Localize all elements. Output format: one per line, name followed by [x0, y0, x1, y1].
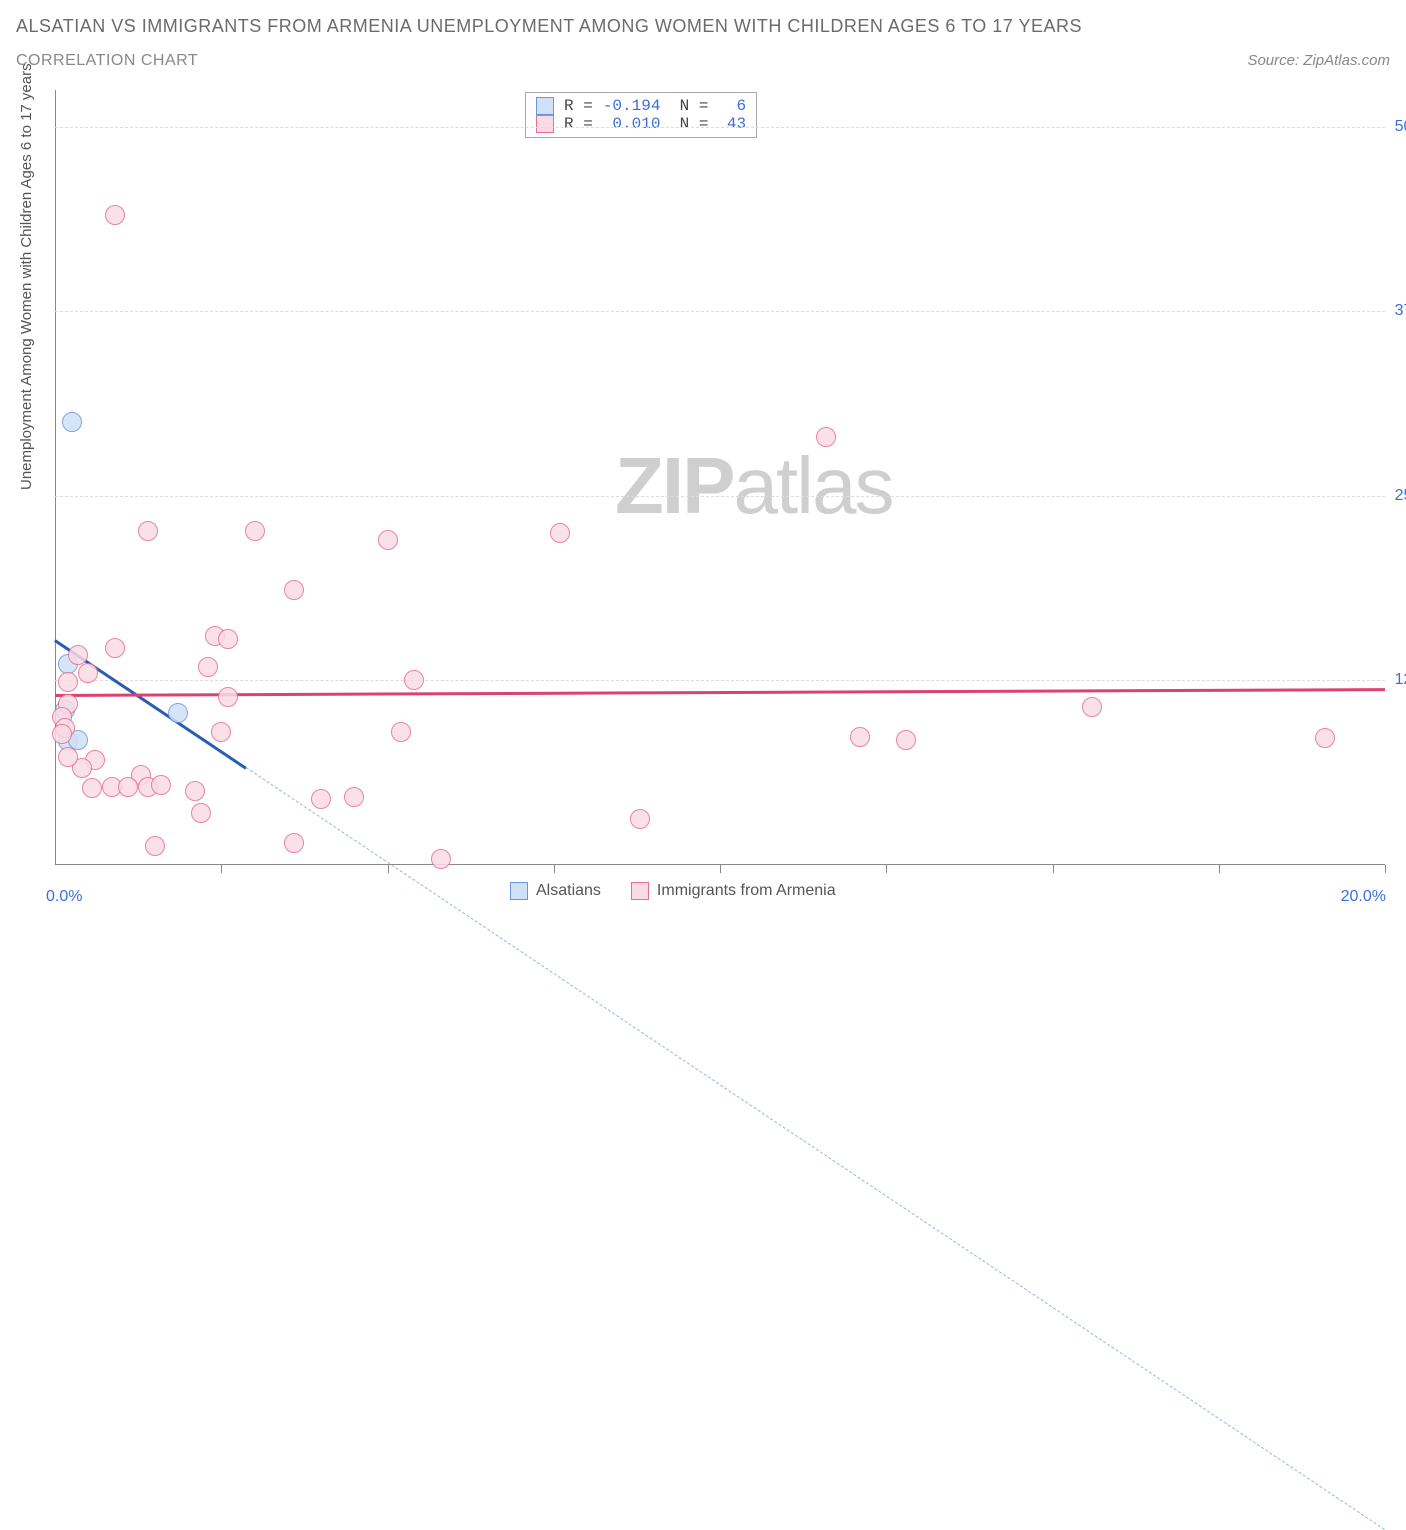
legend-item: Alsatians [510, 882, 601, 900]
scatter-point [218, 629, 238, 649]
correlation-legend: R = -0.194 N = 6R = 0.010 N = 43 [525, 92, 757, 138]
gridline [55, 127, 1385, 128]
scatter-point [105, 638, 125, 658]
x-tick-mark [1219, 865, 1220, 873]
legend-label: Alsatians [536, 882, 601, 900]
trend-line [55, 688, 1385, 696]
x-tick-mark [221, 865, 222, 873]
y-tick-label: 25.0% [1390, 487, 1406, 505]
legend-swatch [631, 882, 649, 900]
y-tick-label: 37.5% [1390, 302, 1406, 320]
scatter-point [118, 777, 138, 797]
y-tick-label: 12.5% [1390, 671, 1406, 689]
x-tick-mark [1053, 865, 1054, 873]
scatter-point [391, 722, 411, 742]
scatter-point [896, 730, 916, 750]
gridline [55, 496, 1385, 497]
scatter-point [404, 670, 424, 690]
scatter-point [311, 789, 331, 809]
scatter-point [850, 727, 870, 747]
scatter-point [284, 833, 304, 853]
scatter-point [198, 657, 218, 677]
scatter-point [630, 809, 650, 829]
y-axis-label: Unemployment Among Women with Children A… [18, 63, 35, 490]
legend-stats: R = 0.010 N = 43 [564, 115, 746, 133]
source-attribution: Source: ZipAtlas.com [1247, 52, 1390, 69]
scatter-point [145, 836, 165, 856]
legend-stats: R = -0.194 N = 6 [564, 97, 746, 115]
page-title: ALSATIAN VS IMMIGRANTS FROM ARMENIA UNEM… [16, 16, 1082, 37]
series-legend: Alsatians Immigrants from Armenia [510, 882, 836, 900]
legend-row: R = -0.194 N = 6 [536, 97, 746, 115]
scatter-point [344, 787, 364, 807]
scatter-point [58, 747, 78, 767]
x-axis-min-label: 0.0% [46, 888, 82, 906]
scatter-point [191, 803, 211, 823]
watermark-part-b: atlas [733, 441, 892, 530]
x-tick-mark [720, 865, 721, 873]
scatter-point [78, 663, 98, 683]
y-tick-label: 50.0% [1390, 118, 1406, 136]
legend-swatch [536, 97, 554, 115]
scatter-point [245, 521, 265, 541]
gridline [55, 311, 1385, 312]
legend-swatch [510, 882, 528, 900]
scatter-point [151, 775, 171, 795]
scatter-point [211, 722, 231, 742]
scatter-point [105, 205, 125, 225]
scatter-point [62, 412, 82, 432]
scatter-point [431, 849, 451, 869]
gridline [55, 680, 1385, 681]
y-axis-line [55, 90, 56, 865]
scatter-point [284, 580, 304, 600]
scatter-point [185, 781, 205, 801]
scatter-point [1315, 728, 1335, 748]
watermark: ZIPatlas [615, 440, 892, 532]
legend-label: Immigrants from Armenia [657, 882, 836, 900]
x-tick-mark [1385, 865, 1386, 873]
scatter-plot-area: ZIPatlas R = -0.194 N = 6R = 0.010 N = 4… [55, 90, 1385, 865]
scatter-point [1082, 697, 1102, 717]
scatter-point [550, 523, 570, 543]
legend-swatch [536, 115, 554, 133]
chart-subtitle: CORRELATION CHART [16, 52, 198, 70]
scatter-point [58, 672, 78, 692]
scatter-point [218, 687, 238, 707]
legend-item: Immigrants from Armenia [631, 882, 836, 900]
legend-row: R = 0.010 N = 43 [536, 115, 746, 133]
scatter-point [52, 724, 72, 744]
scatter-point [816, 427, 836, 447]
x-tick-mark [554, 865, 555, 873]
x-tick-mark [388, 865, 389, 873]
x-tick-mark [886, 865, 887, 873]
watermark-part-a: ZIP [615, 441, 733, 530]
x-axis-max-label: 20.0% [1341, 888, 1386, 906]
scatter-point [378, 530, 398, 550]
scatter-point [138, 521, 158, 541]
scatter-point [168, 703, 188, 723]
scatter-point [82, 778, 102, 798]
